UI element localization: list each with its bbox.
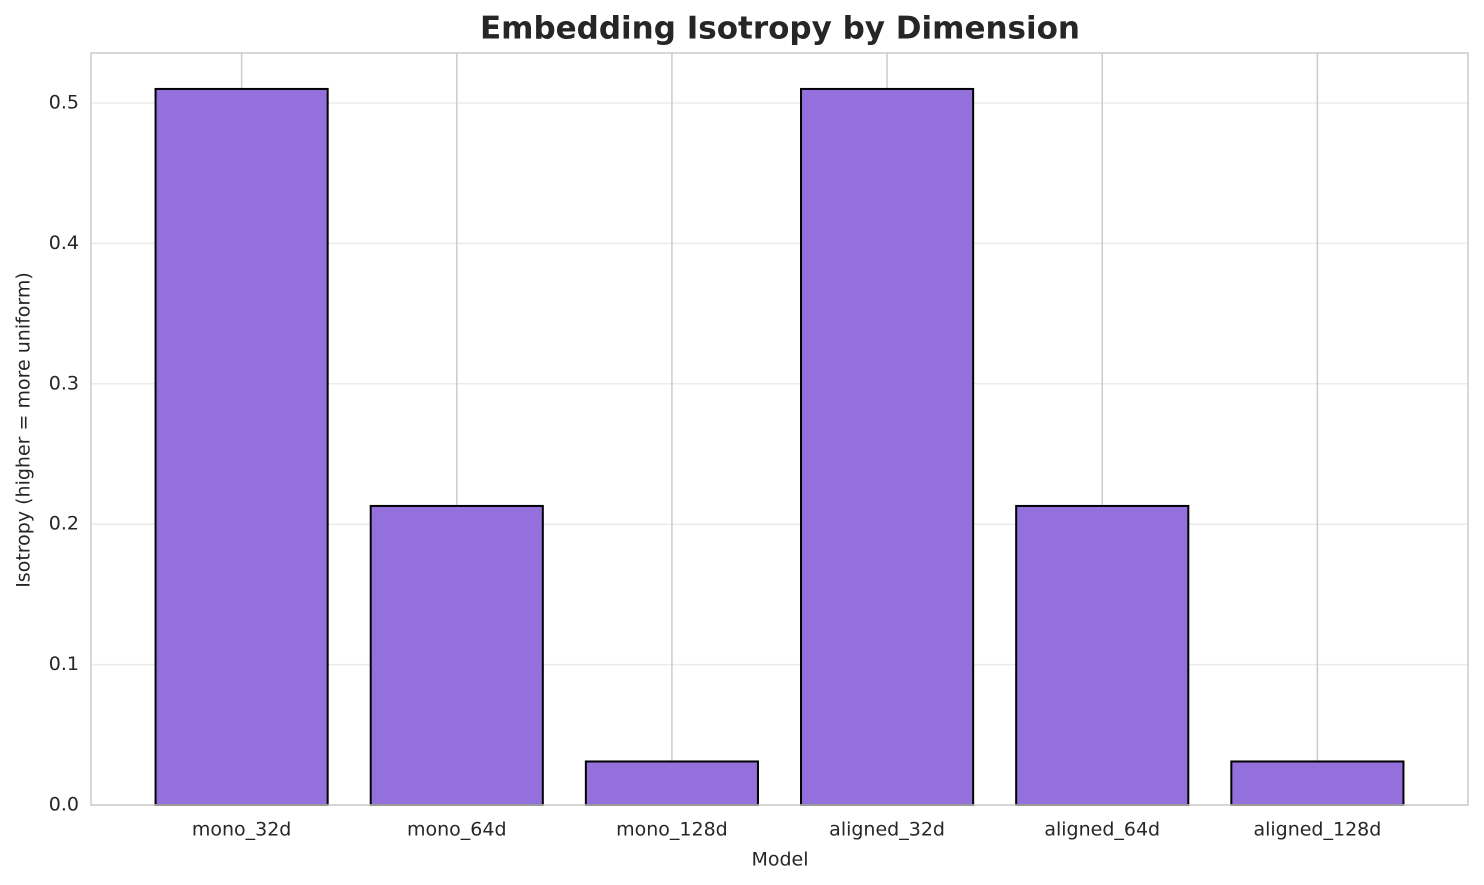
- chart-title: Embedding Isotropy by Dimension: [480, 11, 1080, 47]
- y-tick-label: 0.0: [49, 794, 79, 816]
- y-tick-label: 0.5: [49, 91, 79, 113]
- bar: [800, 87, 975, 807]
- y-tick-label: 0.3: [49, 372, 79, 394]
- bar: [1230, 760, 1405, 806]
- x-tick-label: mono_64d: [407, 819, 507, 841]
- x-tick-label: aligned_32d: [829, 819, 945, 841]
- bar: [369, 504, 544, 806]
- plot-frame: [90, 52, 1469, 806]
- y-axis-label: Isotropy (higher = more uniform): [13, 272, 35, 588]
- x-tick-label: mono_128d: [616, 819, 728, 841]
- bar: [584, 760, 759, 806]
- y-tick-label: 0.2: [49, 513, 79, 535]
- y-tick-label: 0.1: [49, 653, 79, 675]
- x-tick-label: aligned_64d: [1044, 819, 1160, 841]
- y-tick-label: 0.4: [49, 232, 79, 254]
- x-tick-label: aligned_128d: [1253, 819, 1381, 841]
- bar: [1015, 504, 1190, 806]
- x-tick-label: mono_32d: [192, 819, 292, 841]
- bar: [154, 87, 329, 807]
- x-axis-label: Model: [751, 849, 808, 871]
